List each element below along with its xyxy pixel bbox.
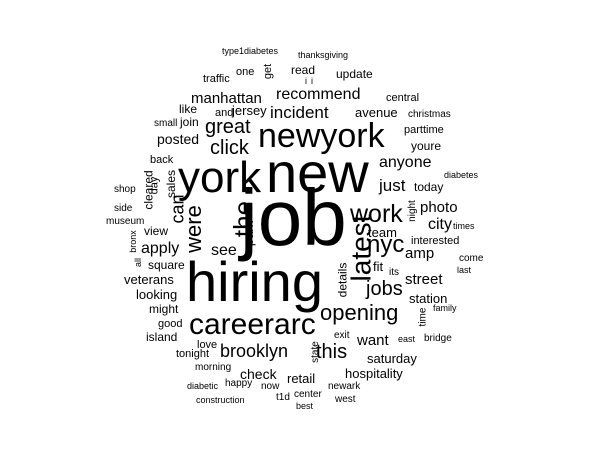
word-sales: sales [164,169,179,199]
word-brooklyn: brooklyn [220,341,289,361]
word-can: can [167,194,188,224]
word-central: central [386,92,420,104]
word-bronx: bronx [127,230,138,253]
word-christmas: christmas [408,109,451,120]
word-last: last [457,265,472,275]
word-its: its [389,267,399,278]
word-center: center [294,389,322,400]
word-parttime: parttime [404,124,444,136]
word-incident: incident [270,103,329,122]
word-diabetes: diabetes [444,170,479,180]
word-youre: youre [411,139,442,153]
word-view: view [144,224,169,238]
word-want: want [357,332,389,349]
word-interested: interested [411,235,460,247]
word-photo: photo [420,199,458,216]
word-avenue: avenue [355,105,398,120]
word-details: details [335,262,350,298]
word-construction: construction [196,395,245,405]
word-saturday: saturday [367,351,417,366]
word-new: new [266,141,369,204]
word-this: this [316,341,348,363]
word-great: great [205,116,251,138]
word-traffic: traffic [203,73,230,85]
word-one: one [236,66,255,78]
word-museum: museum [106,216,145,227]
word-type1diabetes: type1diabetes [222,46,279,56]
word-island: island [146,330,178,344]
word-fit: fit [373,259,384,274]
word-anyone: anyone [379,154,432,171]
word-day: day [148,176,161,195]
word-looking: looking [136,287,178,302]
word-side: side [114,203,133,214]
word-i-second: i [311,76,313,86]
word-t1d: t1d [276,392,290,403]
word-city: city [428,216,452,233]
word-update: update [336,67,373,81]
word-state: state [309,341,321,363]
word-best: best [296,401,314,411]
word-work: work [350,200,403,228]
word-careerarc: careerarc [189,308,316,341]
word-like: like [179,102,198,116]
word-bridge: bridge [424,333,452,344]
word-posted: posted [157,131,200,147]
word-night: night [406,200,418,222]
word-i: i [305,76,307,86]
word-apply: apply [141,240,180,257]
word-diabetic: diabetic [187,381,219,391]
word-hospitality: hospitality [345,366,403,381]
word-love: love [197,339,218,351]
word-job: job [240,173,347,262]
word-east: east [398,334,416,344]
word-and: and [215,107,234,119]
word-veterans: veterans [124,272,174,287]
word-morning: morning [195,362,232,373]
word-hiring: hiring [186,250,323,313]
word-good: good [158,318,183,330]
word-now: now [261,381,280,392]
word-park: park [241,220,257,247]
word-exit: exit [334,330,350,341]
word-street: street [405,271,443,288]
word-all: all [133,257,144,268]
word-station: station [409,291,448,306]
word-come: come [459,253,484,264]
word-today: today [414,180,444,194]
word-see: see [211,242,237,259]
word-nyc: nyc [367,231,405,258]
word-back: back [150,154,174,166]
word-jobs: jobs [366,278,403,300]
word-shop: shop [114,184,136,195]
word-retail: retail [287,371,316,386]
word-manhattan: manhattan [191,90,262,107]
word-family: family [433,303,457,313]
word-small: small [154,118,178,129]
word-newark: newark [328,381,361,392]
word-york: york [178,153,262,202]
word-newyork: newyork [258,117,385,155]
word-might: might [149,302,179,316]
word-team: team [368,225,397,240]
word-check: check [240,366,277,382]
word-west: west [335,394,356,405]
word-get: get [262,63,275,80]
word-tonight: tonight [176,348,210,360]
word-jersey: jersey [232,103,267,118]
word-click: click [210,137,249,159]
word-just: just [379,176,406,195]
word-join: join [180,115,199,129]
word-happy: happy [225,378,253,389]
word-time: time [417,307,429,327]
word-square: square [148,258,185,272]
word-thanksgiving: thanksgiving [298,50,349,60]
word-amp: amp [405,245,435,262]
word-times: times [453,221,475,231]
word-recommend: recommend [276,86,361,103]
word-read: read [291,63,316,77]
word-opening: opening [320,300,399,325]
